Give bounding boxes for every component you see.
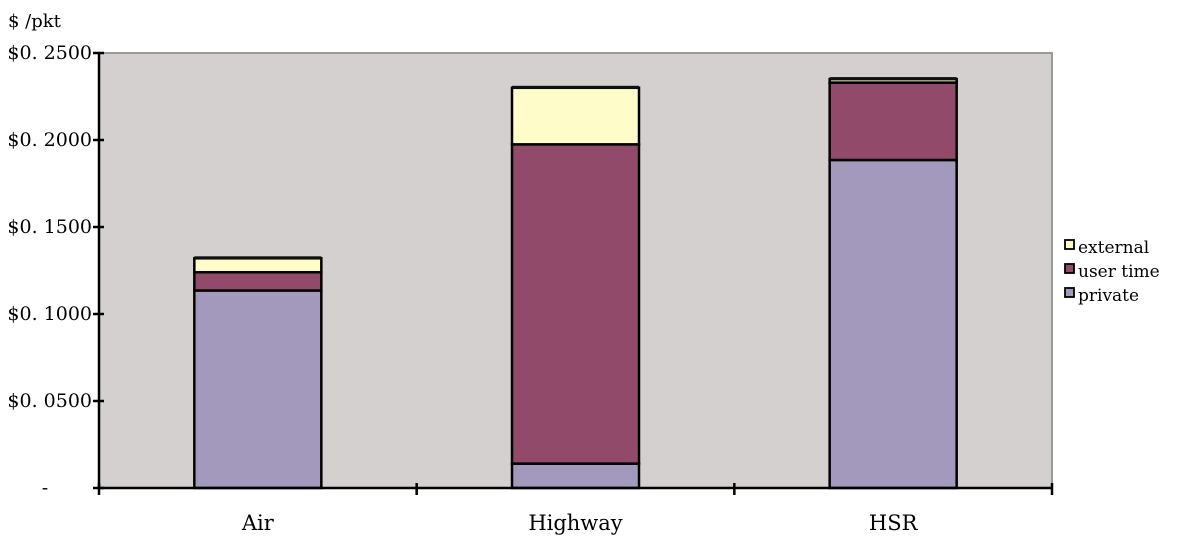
legend: external user time private xyxy=(1064,238,1160,306)
legend-swatch-private xyxy=(1064,287,1075,298)
axes-layer: - $0. 0500 $0. 1000 $0. 1500 $0. 2000 $0. 250… xyxy=(7,42,1054,535)
x-tick-label: Highway xyxy=(528,511,622,535)
legend-label-private: private xyxy=(1078,286,1139,306)
bar-stack-hsr xyxy=(828,77,958,490)
bar-segment-private-air xyxy=(193,289,323,490)
bar-cap-highway xyxy=(512,85,639,89)
bar-cap-hsr xyxy=(829,77,957,81)
bar-segment-private-hsr xyxy=(828,158,958,490)
legend-swatch-user-time xyxy=(1064,263,1075,274)
bar-cap-air xyxy=(194,256,322,260)
legend-swatch-external xyxy=(1064,239,1075,250)
x-tick-label: Air xyxy=(241,511,275,535)
y-tick-label: $0. 2500 xyxy=(7,42,92,64)
bars-layer xyxy=(193,77,958,490)
bar-segment-external-air xyxy=(193,257,323,274)
y-tick-label: - xyxy=(42,477,48,499)
bar-stack-highway xyxy=(510,85,641,490)
bar-stack-air xyxy=(193,256,323,490)
legend-label-user-time: user time xyxy=(1078,262,1160,282)
bar-segment-user-time-air xyxy=(193,270,323,292)
bar-segment-external-highway xyxy=(510,86,641,146)
legend-label-external: external xyxy=(1078,238,1149,258)
y-tick-label: $0. 0500 xyxy=(7,390,92,412)
y-tick-label: $0. 2000 xyxy=(7,129,92,151)
bar-segment-private-highway xyxy=(510,462,641,490)
bar-segment-user-time-highway xyxy=(510,143,641,465)
y-tick-label: $0. 1500 xyxy=(7,216,92,238)
y-axis-unit-label: $ /pkt xyxy=(8,11,62,32)
y-tick-label: $0. 1000 xyxy=(7,303,92,325)
bar-segment-user-time-hsr xyxy=(828,81,958,162)
x-tick-label: HSR xyxy=(869,511,919,535)
